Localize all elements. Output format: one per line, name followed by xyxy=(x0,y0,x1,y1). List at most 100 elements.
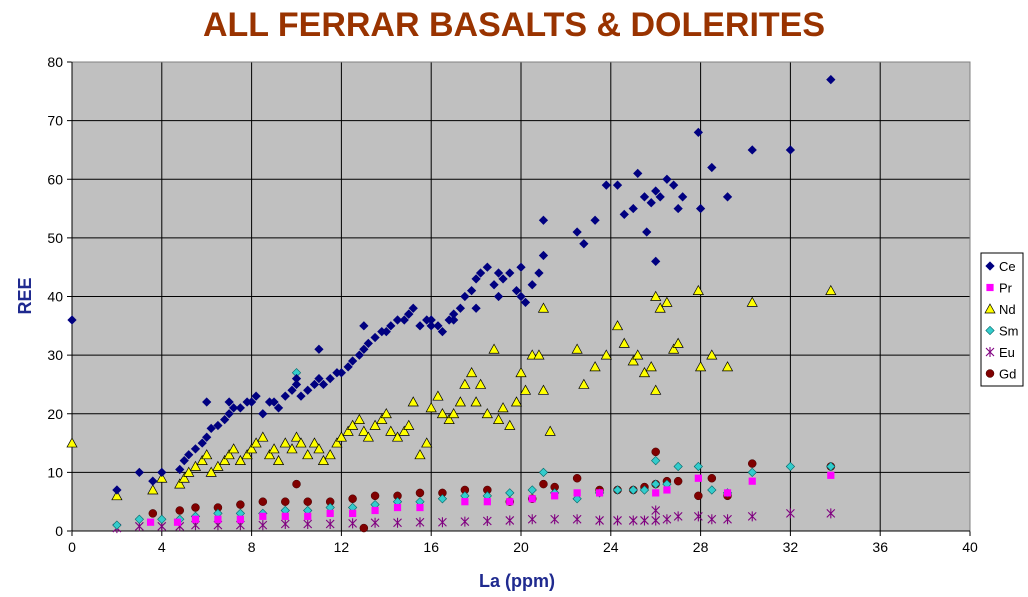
point-eu xyxy=(628,515,638,526)
legend-label: Sm xyxy=(999,324,1019,339)
point-ce xyxy=(433,321,443,331)
point-ce xyxy=(695,203,706,214)
point-ce xyxy=(693,127,703,137)
point-nd xyxy=(526,349,538,360)
point-ce xyxy=(601,180,611,190)
point-pr xyxy=(146,518,155,526)
point-nd xyxy=(308,437,321,448)
point-nd xyxy=(272,454,285,465)
point-nd xyxy=(533,349,545,360)
point-gd xyxy=(694,491,703,501)
point-gd xyxy=(707,473,717,483)
point-pr xyxy=(723,489,732,497)
x-tick-label: 32 xyxy=(783,539,799,555)
point-eu xyxy=(747,511,757,522)
point-ce xyxy=(220,414,230,425)
point-ce xyxy=(354,350,364,360)
point-nd xyxy=(174,478,186,489)
point-nd xyxy=(407,396,419,407)
point-ce xyxy=(348,356,358,366)
point-nd xyxy=(537,302,550,313)
point-nd xyxy=(212,460,224,471)
point-nd xyxy=(246,443,258,454)
point-ce xyxy=(213,420,223,431)
point-nd xyxy=(627,355,639,366)
x-tick-label: 8 xyxy=(248,539,256,555)
point-nd xyxy=(66,437,78,448)
point-ce xyxy=(399,315,409,325)
point-nd xyxy=(638,366,651,378)
point-sm xyxy=(157,514,167,524)
point-pr xyxy=(461,498,469,506)
x-tick-label: 40 xyxy=(962,539,978,555)
point-nd xyxy=(362,431,374,442)
point-ce xyxy=(303,385,313,395)
point-nd xyxy=(706,349,718,360)
point-eu xyxy=(258,520,268,531)
point-pr xyxy=(191,515,200,523)
point-ce xyxy=(190,444,201,454)
point-ce xyxy=(246,397,257,407)
point-ce xyxy=(291,379,302,390)
point-nd xyxy=(454,396,466,407)
point-ce xyxy=(280,391,290,401)
point-eu xyxy=(460,516,470,527)
point-ce xyxy=(511,286,522,296)
point-pr xyxy=(483,498,491,506)
point-nd xyxy=(331,437,343,448)
point-nd xyxy=(313,443,325,454)
point-sm xyxy=(673,461,683,472)
series-eu xyxy=(112,505,836,534)
chart-title: ALL FERRAR BASALTS & DOLERITES xyxy=(202,6,826,44)
point-nd xyxy=(279,437,291,448)
point-nd xyxy=(223,449,235,460)
point-ce xyxy=(343,362,353,372)
point-gd xyxy=(175,506,185,515)
point-sm xyxy=(693,461,703,472)
point-nd xyxy=(672,337,684,348)
point-ce xyxy=(392,315,403,325)
point-nd xyxy=(519,384,532,395)
point-ce xyxy=(404,309,414,319)
legend: Ce Pr Nd Sm Eu Gd xyxy=(980,252,1024,387)
point-sm xyxy=(651,456,661,466)
point-nd xyxy=(290,431,303,442)
point-nd xyxy=(650,290,662,301)
point-nd xyxy=(302,449,314,460)
point-ce xyxy=(325,373,335,384)
point-ce xyxy=(475,268,486,278)
point-ce xyxy=(460,291,470,302)
series-gd xyxy=(148,447,836,533)
point-gd xyxy=(673,476,683,486)
point-ce xyxy=(112,485,122,495)
point-ce xyxy=(148,476,158,486)
point-ce xyxy=(579,239,589,249)
point-pr xyxy=(393,503,402,512)
point-eu xyxy=(662,514,672,525)
point-nd xyxy=(342,425,354,436)
point-gd xyxy=(651,447,660,457)
point-eu xyxy=(651,515,661,526)
series-sm xyxy=(112,368,836,530)
point-nd xyxy=(241,449,253,460)
point-nd xyxy=(448,408,460,419)
point-ce xyxy=(520,297,531,307)
point-eu xyxy=(595,515,604,526)
point-nd xyxy=(825,284,837,295)
point-nd xyxy=(178,472,190,483)
point-ce xyxy=(157,467,167,477)
point-ce xyxy=(655,192,665,202)
legend-label: Nd xyxy=(999,302,1016,317)
point-eu xyxy=(550,514,560,525)
point-ce xyxy=(534,268,544,278)
point-pr xyxy=(371,506,379,515)
point-nd xyxy=(443,413,455,424)
point-ce xyxy=(291,373,302,384)
point-nd xyxy=(295,437,307,448)
point-ce xyxy=(197,438,207,448)
point-pr xyxy=(595,489,604,497)
y-tick-label: 40 xyxy=(47,289,63,305)
point-nd xyxy=(589,361,601,372)
point-ce xyxy=(287,385,297,395)
